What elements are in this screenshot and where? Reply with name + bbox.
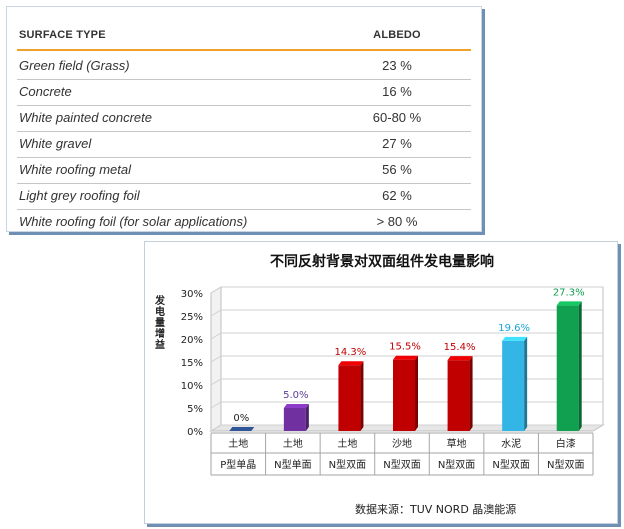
surface-type-cell: White roofing foil (for solar applicatio…	[19, 214, 248, 229]
surface-type-cell: Green field (Grass)	[19, 58, 130, 73]
albedo-cell: 60-80 %	[372, 110, 422, 125]
bar-side	[469, 356, 473, 431]
y-tick-label: 30%	[181, 289, 203, 300]
albedo-cell: 23 %	[382, 58, 412, 73]
data-label: 14.3%	[335, 347, 367, 358]
header-albedo: ALBEDO	[373, 29, 421, 41]
bar-top	[393, 355, 418, 360]
surface-type-cell: Light grey roofing foil	[19, 188, 140, 203]
bar-front	[283, 408, 306, 431]
y-tick-label: 20%	[181, 335, 203, 346]
gridline	[210, 355, 603, 363]
bar-top	[283, 404, 309, 408]
albedo-cell: 56 %	[382, 162, 412, 177]
bar-top	[556, 301, 582, 306]
category-label-surface: 土地	[228, 437, 248, 450]
data-label: 15.4%	[444, 342, 476, 353]
table-row: Green field (Grass) 23 %	[17, 53, 471, 80]
category-label-surface: 草地	[447, 437, 467, 450]
y-axis-label-char: 发	[154, 294, 166, 307]
y-tick-label: 5%	[187, 404, 203, 415]
category-label-module: N型单面	[274, 458, 311, 471]
bar	[338, 361, 364, 431]
category-label-module: P型单晶	[220, 458, 256, 471]
category-label-surface: 水泥	[501, 437, 521, 450]
category-label-module: N型双面	[329, 458, 366, 471]
surface-type-cell: White roofing metal	[19, 162, 131, 177]
category-label-module: N型双面	[547, 458, 584, 471]
data-label: 0%	[233, 413, 249, 424]
category-label-module: N型双面	[492, 458, 529, 471]
albedo-cell: 62 %	[382, 188, 412, 203]
bar-top	[338, 361, 364, 366]
gridline	[210, 401, 603, 409]
source-note: 数据来源：TUV NORD 晶澳能源	[355, 502, 516, 516]
category-label-module: N型双面	[438, 458, 475, 471]
table-row: White painted concrete 60-80 %	[17, 105, 471, 132]
bar-flat	[229, 427, 255, 431]
gridline	[210, 378, 603, 386]
data-label: 27.3%	[553, 287, 585, 298]
table-row: Light grey roofing foil 62 %	[17, 183, 471, 210]
bar-top	[447, 356, 473, 361]
header-surface-type: SURFACE TYPE	[19, 29, 106, 41]
y-tick-label: 0%	[187, 427, 203, 438]
y-axis-label-char: 益	[155, 338, 165, 351]
y-tick-label: 25%	[181, 312, 203, 323]
table-header: SURFACE TYPE ALBEDO	[17, 21, 471, 51]
bar-chart-card: 不同反射背景对双面组件发电量影响 发电量增益 0% 5% 10% 15% 20% 25% 3…	[144, 241, 618, 524]
y-axis-label-char: 量	[155, 316, 165, 329]
gridline	[210, 309, 603, 317]
y-axis-label-char: 增	[155, 327, 165, 340]
bar-front	[556, 305, 579, 431]
category-label-surface: 沙地	[392, 437, 412, 450]
bar-side	[305, 404, 309, 431]
gridline	[210, 424, 603, 432]
data-label: 15.5%	[389, 342, 421, 353]
chart-title: 不同反射背景对双面组件发电量影响	[270, 253, 494, 270]
bar-front	[338, 365, 361, 431]
gridline	[210, 332, 603, 340]
bar-top	[502, 336, 528, 341]
bar-front	[393, 359, 415, 431]
albedo-table: SURFACE TYPE ALBEDO Green field (Grass) 2…	[6, 6, 482, 232]
bar	[447, 356, 473, 431]
data-label: 5.0%	[283, 390, 308, 401]
table-row: White roofing foil (for solar applicatio…	[17, 209, 471, 235]
table-row: White gravel 27 %	[17, 131, 471, 158]
surface-type-cell: White painted concrete	[19, 110, 152, 125]
bar-side	[415, 355, 418, 431]
albedo-cell: 27 %	[382, 136, 412, 151]
category-label-surface: 土地	[283, 437, 303, 450]
bar-side	[360, 361, 364, 431]
bar-side	[578, 301, 582, 431]
table-row: White roofing metal 56 %	[17, 157, 471, 184]
bar	[393, 355, 418, 431]
bar	[229, 427, 255, 431]
y-tick-label: 10%	[181, 381, 203, 392]
y-axis-label-char: 电	[155, 305, 165, 318]
bar-front	[447, 360, 470, 431]
bar	[502, 336, 528, 431]
bar	[556, 301, 582, 431]
gridline	[210, 286, 603, 294]
bar-front	[502, 340, 525, 431]
surface-type-cell: White gravel	[19, 136, 92, 151]
surface-type-cell: Concrete	[19, 84, 72, 99]
albedo-cell: 16 %	[382, 84, 412, 99]
data-label: 19.6%	[498, 323, 530, 334]
albedo-cell: > 80 %	[376, 214, 418, 229]
y-tick-label: 15%	[181, 358, 203, 369]
category-label-surface: 土地	[337, 437, 357, 450]
bar	[283, 404, 309, 431]
bar-side	[524, 336, 528, 431]
table-row: Concrete 16 %	[17, 79, 471, 106]
category-label-module: N型双面	[383, 458, 420, 471]
category-label-surface: 白漆	[556, 437, 576, 450]
